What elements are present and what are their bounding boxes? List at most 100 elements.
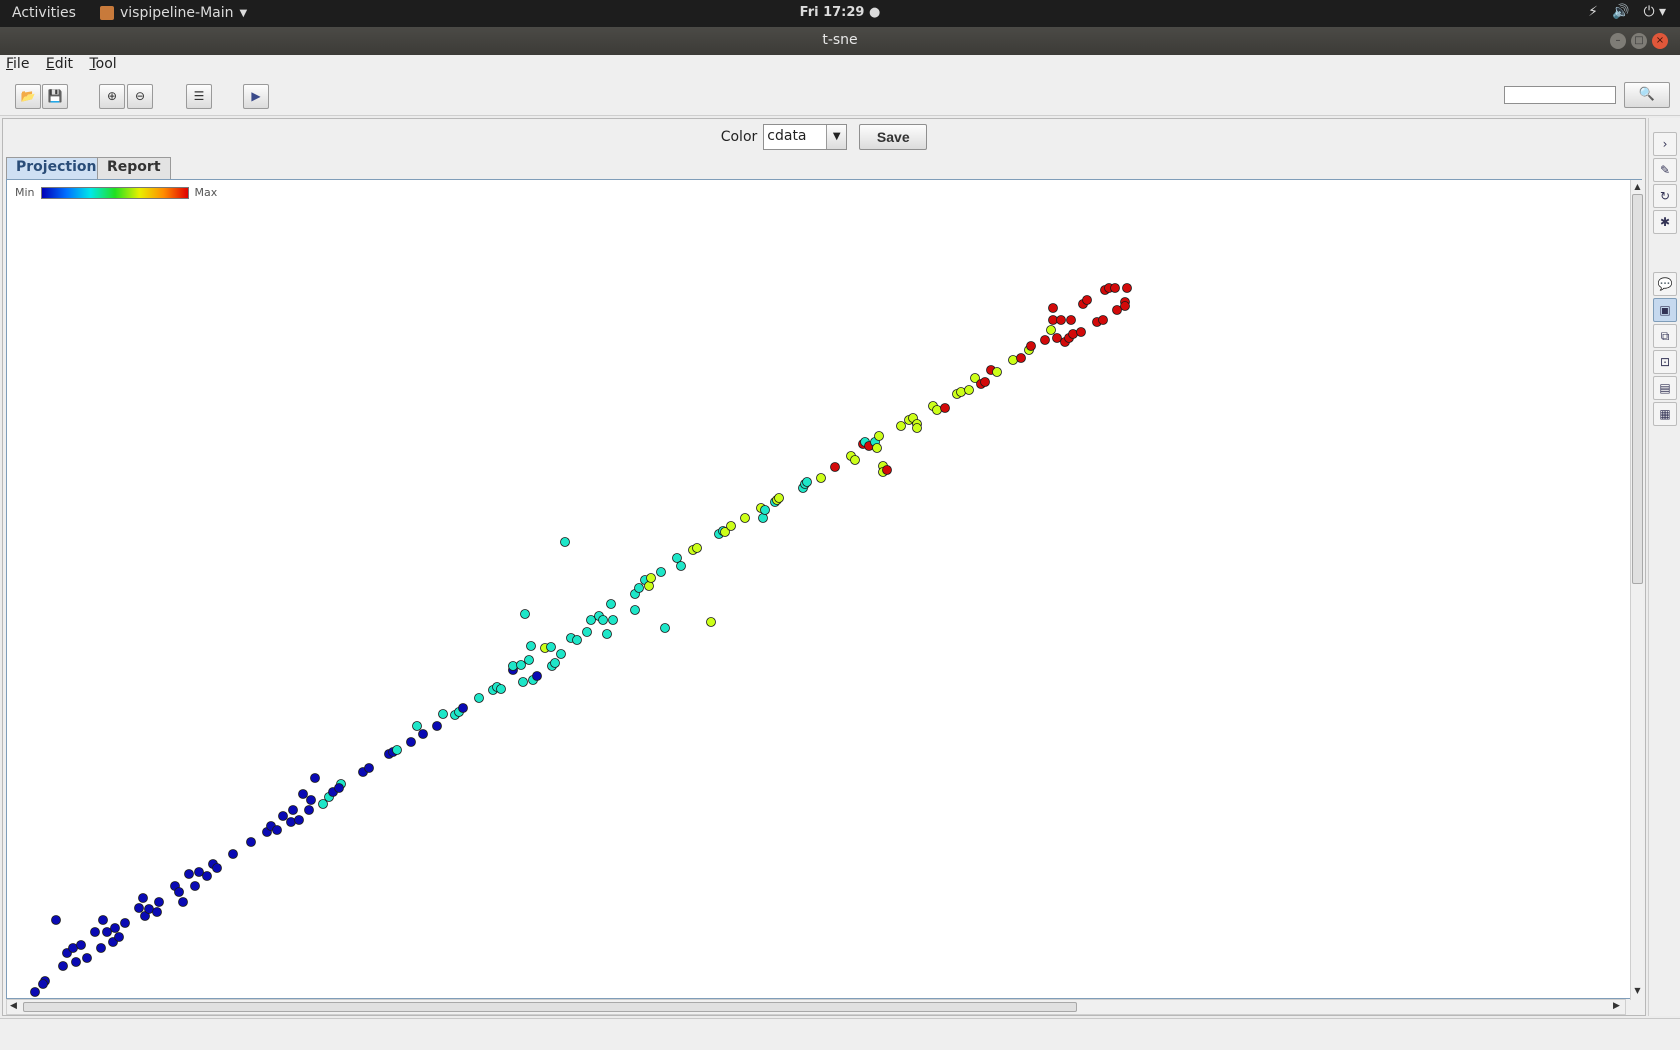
scatter-point[interactable] — [96, 943, 106, 953]
scatter-point[interactable] — [726, 521, 736, 531]
scatter-point[interactable] — [1098, 315, 1108, 325]
menu-tool[interactable]: Tool — [89, 56, 117, 72]
scatter-point[interactable] — [1122, 283, 1132, 293]
edit-button[interactable]: ✎ — [1653, 158, 1677, 182]
scroll-down-icon[interactable]: ▼ — [1634, 986, 1641, 995]
scatter-point[interactable] — [874, 431, 884, 441]
scatter-point[interactable] — [706, 617, 716, 627]
tab-report[interactable]: Report — [97, 157, 171, 179]
scatter-point[interactable] — [1056, 315, 1066, 325]
save-button[interactable]: Save — [859, 124, 928, 150]
scatter-point[interactable] — [964, 385, 974, 395]
scroll-left-icon[interactable]: ◀ — [10, 1001, 17, 1011]
scatter-point[interactable] — [190, 881, 200, 891]
open-button[interactable]: 📂 — [15, 84, 41, 109]
scatter-point[interactable] — [458, 703, 468, 713]
scatter-point[interactable] — [90, 927, 100, 937]
scatter-point[interactable] — [114, 932, 124, 942]
system-tray[interactable]: ⚡ 🔊 ⏻ ▾ — [1588, 4, 1666, 20]
scatter-point[interactable] — [82, 953, 92, 963]
scatter-point[interactable] — [546, 642, 556, 652]
scatter-point[interactable] — [304, 805, 314, 815]
minimize-icon[interactable]: – — [1610, 33, 1626, 49]
scatter-point[interactable] — [602, 629, 612, 639]
scatter-point[interactable] — [774, 493, 784, 503]
refresh-button[interactable]: ↻ — [1653, 184, 1677, 208]
scatter-point[interactable] — [872, 443, 882, 453]
scatter-point[interactable] — [608, 615, 618, 625]
scatter-point[interactable] — [520, 609, 530, 619]
search-input[interactable] — [1504, 86, 1616, 104]
scatter-point[interactable] — [1040, 335, 1050, 345]
scatter-point[interactable] — [582, 627, 592, 637]
scatter-point[interactable] — [98, 915, 108, 925]
network-icon[interactable]: ⚡ — [1588, 4, 1598, 20]
scatter-point[interactable] — [740, 513, 750, 523]
scatter-point[interactable] — [1048, 303, 1058, 313]
projection-canvas[interactable]: Min Max ▲ ▼ — [6, 179, 1643, 1000]
scatter-point[interactable] — [272, 825, 282, 835]
scatter-point[interactable] — [496, 684, 506, 694]
scatter-point[interactable] — [1068, 329, 1078, 339]
scatter-point[interactable] — [58, 961, 68, 971]
scatter-point[interactable] — [1008, 355, 1018, 365]
scatter-point[interactable] — [560, 537, 570, 547]
scatter-point[interactable] — [1076, 327, 1086, 337]
scatter-point[interactable] — [1112, 305, 1122, 315]
scatter-point[interactable] — [526, 641, 536, 651]
activities-button[interactable]: Activities — [12, 5, 76, 21]
scatter-point[interactable] — [802, 477, 812, 487]
star-button[interactable]: ✱ — [1653, 210, 1677, 234]
color-select[interactable]: cdata ▼ — [763, 124, 848, 150]
scatter-point[interactable] — [134, 903, 144, 913]
menu-file[interactable]: File — [6, 56, 30, 72]
scatter-point[interactable] — [294, 815, 304, 825]
vertical-scrollbar[interactable]: ▲ ▼ — [1630, 180, 1643, 1000]
frame-button[interactable]: ⊡ — [1653, 350, 1677, 374]
scatter-point[interactable] — [676, 561, 686, 571]
scatter-point[interactable] — [412, 721, 422, 731]
scatter-point[interactable] — [572, 635, 582, 645]
scatter-point[interactable] — [646, 573, 656, 583]
scatter-point[interactable] — [524, 655, 534, 665]
copy-button[interactable]: ⧉ — [1653, 324, 1677, 348]
scatter-point[interactable] — [1110, 283, 1120, 293]
scatter-point[interactable] — [288, 805, 298, 815]
scatter-point[interactable] — [1052, 333, 1062, 343]
scatter-point[interactable] — [644, 581, 654, 591]
scatter-point[interactable] — [120, 918, 130, 928]
scatter-point[interactable] — [194, 867, 204, 877]
scatter-point[interactable] — [38, 979, 48, 989]
scatter-point[interactable] — [102, 927, 112, 937]
clock[interactable]: Fri 17:29 ● — [799, 5, 881, 20]
scatter-point[interactable] — [306, 795, 316, 805]
search-button[interactable]: 🔍 — [1624, 82, 1670, 108]
scroll-right-icon[interactable]: ▶ — [1613, 1001, 1620, 1011]
chevron-down-icon[interactable]: ▼ — [826, 125, 847, 149]
scatter-point[interactable] — [518, 677, 528, 687]
scatter-point[interactable] — [1082, 295, 1092, 305]
scatter-point[interactable] — [432, 721, 442, 731]
scatter-point[interactable] — [980, 377, 990, 387]
scatter-point[interactable] — [692, 543, 702, 553]
menu-edit[interactable]: Edit — [45, 56, 74, 72]
scatter-point[interactable] — [912, 423, 922, 433]
scatter-point[interactable] — [76, 940, 86, 950]
scatter-point[interactable] — [598, 615, 608, 625]
save-file-button[interactable]: 💾 — [42, 84, 68, 109]
scatter-point[interactable] — [246, 837, 256, 847]
scatter-point[interactable] — [184, 869, 194, 879]
scatter-plot[interactable] — [7, 180, 1627, 1000]
scatter-point[interactable] — [758, 513, 768, 523]
scatter-point[interactable] — [334, 783, 344, 793]
table-button[interactable]: ▤ — [1653, 376, 1677, 400]
scatter-point[interactable] — [318, 799, 328, 809]
horizontal-scroll-thumb[interactable] — [23, 1002, 1077, 1012]
window-title-bar[interactable]: t-sne – □ × — [0, 27, 1680, 55]
scatter-point[interactable] — [154, 897, 164, 907]
scatter-point[interactable] — [1120, 301, 1130, 311]
scatter-point[interactable] — [202, 871, 212, 881]
scatter-point[interactable] — [228, 849, 238, 859]
horizontal-scrollbar[interactable]: ◀ ▶ — [6, 999, 1626, 1015]
scatter-point[interactable] — [1026, 341, 1036, 351]
